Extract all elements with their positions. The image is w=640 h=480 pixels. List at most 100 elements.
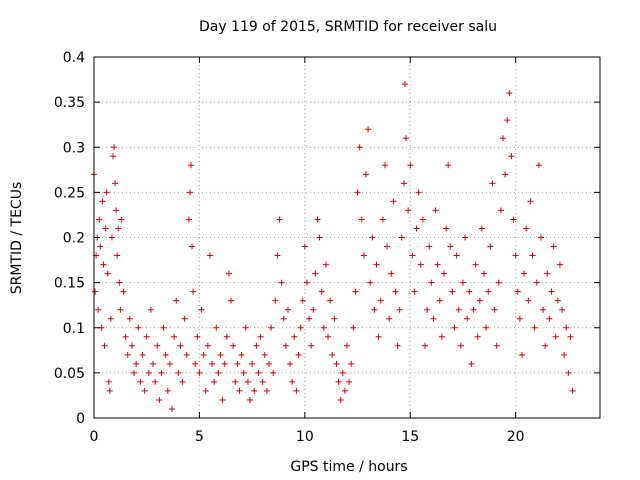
- data-point: [521, 270, 528, 277]
- x-tick-label: 15: [401, 429, 419, 445]
- data-point: [118, 216, 125, 223]
- data-point: [122, 333, 129, 340]
- data-point: [493, 342, 500, 349]
- data-point: [436, 297, 443, 304]
- data-point: [316, 234, 323, 241]
- data-point: [358, 216, 365, 223]
- data-point: [325, 333, 332, 340]
- data-point: [314, 216, 321, 223]
- data-point: [249, 360, 256, 367]
- data-point: [102, 225, 109, 232]
- data-point: [335, 378, 342, 385]
- x-tick-label: 5: [195, 429, 204, 445]
- data-point: [289, 378, 296, 385]
- data-point: [527, 198, 534, 205]
- data-point: [154, 342, 161, 349]
- data-point: [194, 333, 201, 340]
- data-point: [432, 207, 439, 214]
- data-point: [525, 297, 532, 304]
- data-point: [327, 297, 334, 304]
- data-point: [468, 360, 475, 367]
- data-point: [133, 360, 140, 367]
- y-tick-label: 0.4: [63, 50, 85, 66]
- data-point: [192, 360, 199, 367]
- data-point: [554, 297, 561, 304]
- data-point: [105, 378, 112, 385]
- data-point: [166, 360, 173, 367]
- data-point: [259, 378, 266, 385]
- data-point: [373, 261, 380, 268]
- data-point: [367, 279, 374, 286]
- data-point: [100, 261, 107, 268]
- data-point: [171, 333, 178, 340]
- data-point: [445, 162, 452, 169]
- data-point: [251, 387, 258, 394]
- data-point: [213, 324, 220, 331]
- data-point: [261, 351, 268, 358]
- data-point: [542, 342, 549, 349]
- x-axis-label: GPS time / hours: [290, 459, 407, 475]
- data-point: [104, 270, 111, 277]
- data-point: [392, 288, 399, 295]
- data-point: [312, 270, 319, 277]
- data-point: [186, 189, 193, 196]
- data-point: [466, 288, 473, 295]
- y-tick-labels: 0 0.05 0.1 0.15 0.2 0.25 0.3 0.35 0.4: [54, 50, 85, 427]
- data-point: [453, 252, 460, 259]
- data-point: [563, 324, 570, 331]
- data-point: [112, 180, 119, 187]
- data-point: [114, 252, 121, 259]
- data-point: [190, 288, 197, 295]
- data-point: [196, 369, 203, 376]
- data-point: [540, 306, 547, 313]
- data-point: [270, 369, 277, 376]
- data-point: [109, 153, 116, 160]
- data-point: [232, 378, 239, 385]
- data-point: [411, 288, 418, 295]
- data-point: [375, 333, 382, 340]
- data-point: [531, 324, 538, 331]
- data-point: [417, 261, 424, 268]
- data-point: [462, 234, 469, 241]
- data-point: [419, 216, 426, 223]
- data-point: [569, 387, 576, 394]
- data-point: [508, 153, 515, 160]
- data-point: [337, 396, 344, 403]
- x-tick-labels: 0 5 10 15 20: [90, 429, 525, 445]
- data-point: [95, 306, 102, 313]
- data-point: [548, 288, 555, 295]
- data-point: [354, 189, 361, 196]
- data-point: [310, 306, 317, 313]
- data-point: [424, 306, 431, 313]
- data-point: [396, 306, 403, 313]
- data-point: [459, 279, 466, 286]
- data-point: [225, 270, 232, 277]
- data-point: [116, 279, 123, 286]
- data-point: [156, 396, 163, 403]
- y-tick-label: 0.35: [54, 95, 85, 111]
- data-point: [331, 315, 338, 322]
- data-point: [516, 315, 523, 322]
- data-point: [162, 351, 169, 358]
- data-point: [502, 171, 509, 178]
- data-point: [101, 342, 108, 349]
- points-layer: [91, 81, 576, 412]
- data-point: [434, 261, 441, 268]
- data-point: [106, 387, 113, 394]
- data-point: [565, 369, 572, 376]
- data-point: [96, 216, 103, 223]
- data-point: [550, 243, 557, 250]
- data-point: [346, 378, 353, 385]
- data-point: [386, 315, 393, 322]
- data-point: [189, 243, 196, 250]
- data-point: [115, 225, 122, 232]
- data-point: [263, 387, 270, 394]
- data-point: [472, 261, 479, 268]
- data-point: [537, 234, 544, 241]
- data-point: [308, 342, 315, 349]
- data-point: [401, 81, 408, 88]
- data-point: [556, 261, 563, 268]
- data-point: [181, 315, 188, 322]
- y-tick-label: 0.3: [63, 140, 85, 156]
